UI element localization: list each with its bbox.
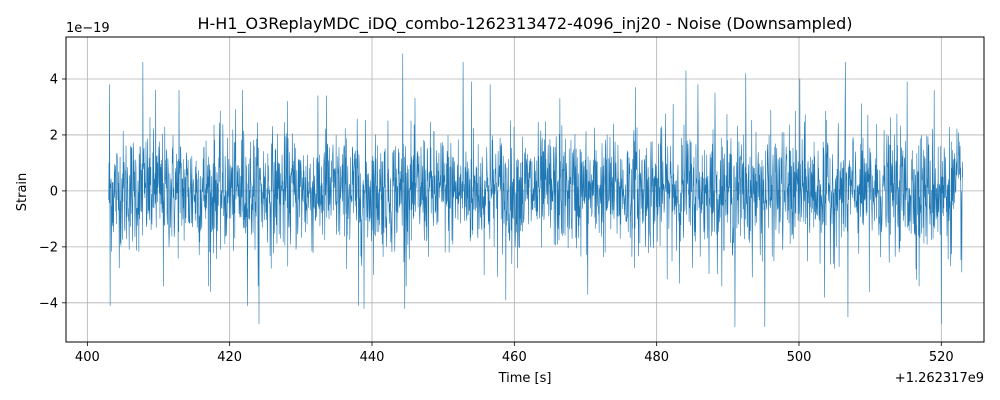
y-tick-label: −4	[39, 296, 58, 311]
y-tick-label: 4	[50, 72, 58, 87]
x-tick-label: 400	[75, 350, 100, 365]
x-tick-label: 500	[787, 350, 812, 365]
grid	[66, 37, 984, 342]
y-axis-label: Strain	[15, 173, 30, 212]
ticks: 400 420 440 460 480 500 520 −4 −2 0 2 4	[39, 72, 954, 365]
x-axis-label: Time [s]	[498, 371, 552, 386]
chart-title: H-H1_O3ReplayMDC_iDQ_combo-1262313472-40…	[198, 14, 853, 34]
x-tick-label: 440	[360, 350, 385, 365]
series-line-strain	[108, 53, 963, 327]
x-tick-label: 420	[217, 350, 242, 365]
y-tick-label: 0	[50, 184, 58, 199]
axes-frame	[65, 36, 985, 343]
plot-area	[108, 53, 963, 327]
y-tick-label: 2	[50, 128, 58, 143]
x-tick-label: 460	[502, 350, 527, 365]
x-tick-label: 480	[644, 350, 669, 365]
y-axis-scale-label: 1e−19	[66, 21, 110, 36]
y-tick-label: −2	[39, 240, 58, 255]
x-tick-label: 520	[929, 350, 954, 365]
x-axis-offset-label: +1.262317e9	[895, 371, 984, 386]
